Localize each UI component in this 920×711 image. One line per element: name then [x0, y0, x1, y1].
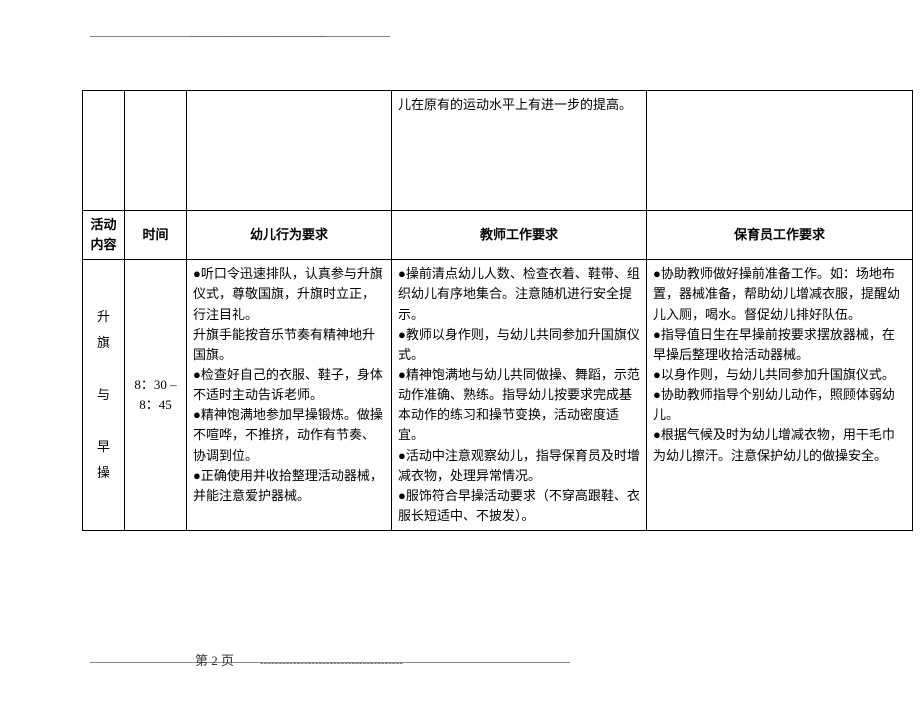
table-row: 升 旗 与 早 操 8：30 – 8：45 ●听口令迅速排队，认真参与升旗仪式，… [83, 260, 913, 531]
footer-dashes: --------------------------------------- [260, 657, 403, 669]
header-caregiver: 保育员工作要求 [647, 211, 913, 260]
act-line: 操 [97, 465, 110, 480]
cell-child: ●听口令迅速排队，认真参与升旗仪式，尊敬国旗，升旗时立正，行注目礼。升旗手能按音… [187, 260, 392, 531]
table-header-row: 活动内容 时间 幼儿行为要求 教师工作要求 保育员工作要求 [83, 211, 913, 260]
fragment-row: 儿在原有的运动水平上有进一步的提高。 [83, 91, 913, 211]
frag-cell-1 [83, 91, 125, 211]
page-number: 第 2 页 [195, 650, 234, 669]
cell-teacher: ●操前清点幼儿人数、检查衣着、鞋带、组织幼儿有序地集合。注意随机进行安全提示。●… [392, 260, 647, 531]
act-line: 早 [97, 439, 110, 454]
frag-cell-2 [125, 91, 187, 211]
main-table-container: 儿在原有的运动水平上有进一步的提高。 活动内容 时间 幼儿行为要求 教师工作要求… [82, 90, 912, 531]
frag-cell-3 [187, 91, 392, 211]
cell-time: 8：30 – 8：45 [125, 260, 187, 531]
header-teacher: 教师工作要求 [392, 211, 647, 260]
schedule-table: 儿在原有的运动水平上有进一步的提高。 活动内容 时间 幼儿行为要求 教师工作要求… [82, 90, 913, 531]
header-time: 时间 [125, 211, 187, 260]
cell-caregiver: ●协助教师做好操前准备工作。如：场地布置，器械准备，帮助幼儿增减衣服，提醒幼儿入… [647, 260, 913, 531]
header-child: 幼儿行为要求 [187, 211, 392, 260]
frag-cell-5 [647, 91, 913, 211]
activity-vertical-text: 升 旗 与 早 操 [89, 304, 118, 486]
act-line: 与 [97, 387, 110, 402]
act-line: 旗 [97, 335, 110, 350]
frag-cell-4: 儿在原有的运动水平上有进一步的提高。 [392, 91, 647, 211]
header-dashes: ------------------------------------- [190, 30, 326, 42]
header-activity: 活动内容 [83, 211, 125, 260]
cell-activity: 升 旗 与 早 操 [83, 260, 125, 531]
act-line: 升 [97, 309, 110, 324]
